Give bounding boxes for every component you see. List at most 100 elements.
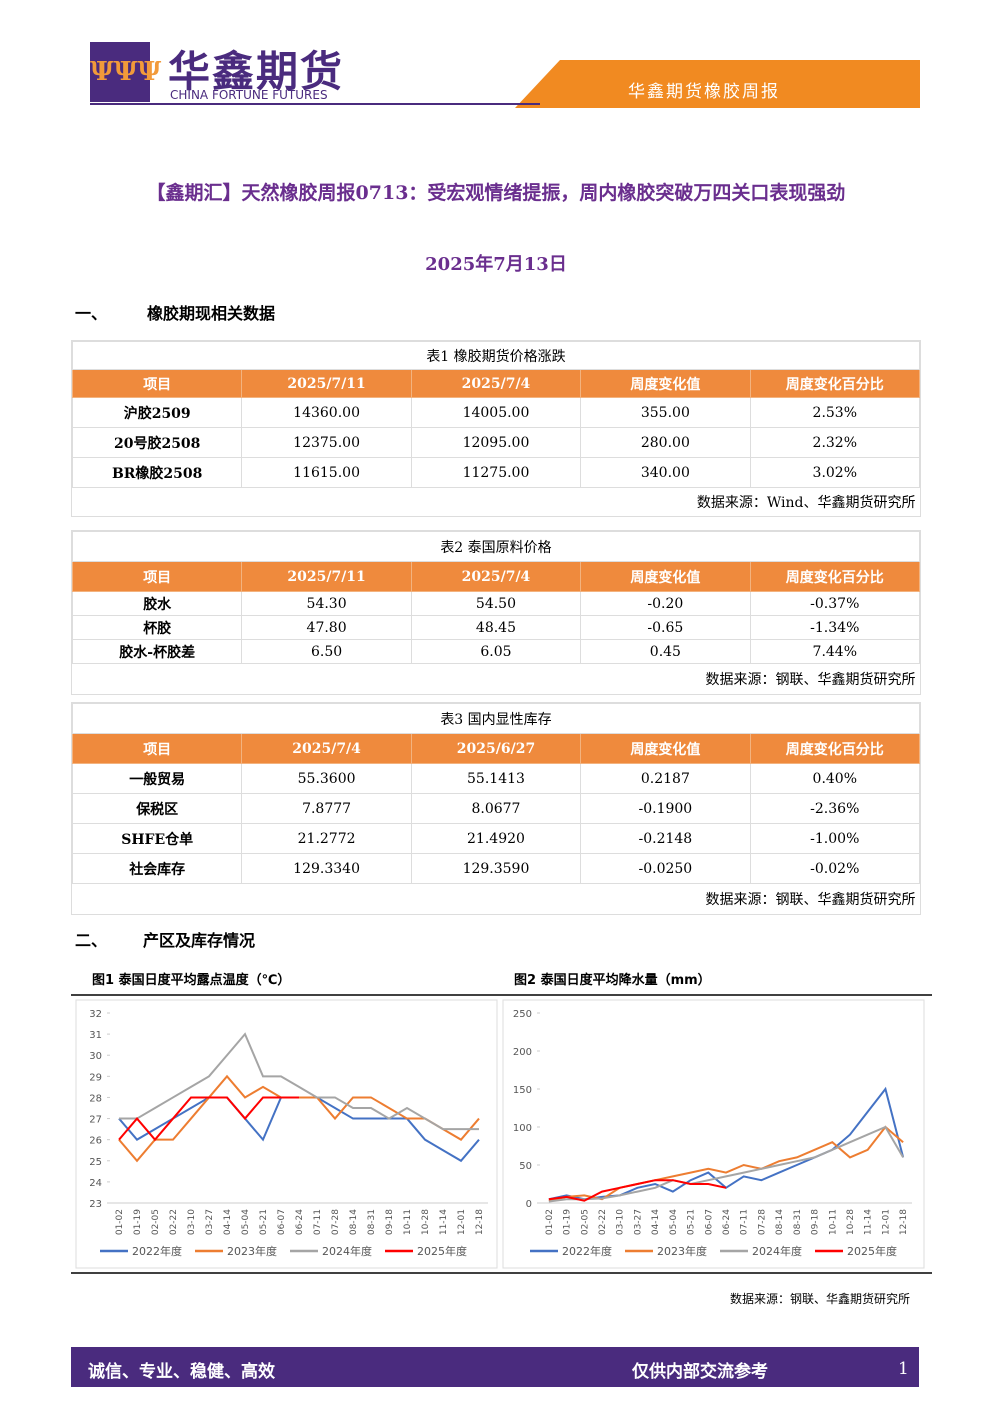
row: 杯胶 47.80 48.45 -0.65 -1.34% <box>71 615 921 640</box>
y-tick-label: 200 <box>513 1047 532 1058</box>
table-block: 表1 橡胶期货价格涨跌 项目 2025/7/11 2025/7/4 周度变化值 周度变化百… <box>71 340 921 517</box>
cell: 55.3600 <box>241 763 412 794</box>
x-tick-label: 03-10 <box>187 1209 197 1235</box>
x-tick-label: 01-02 <box>545 1209 555 1235</box>
cell: 54.50 <box>410 591 582 616</box>
footer-notice: 仅供内部交流参考 <box>632 1362 768 1382</box>
chart-title: 图2 泰国日度平均降水量（mm） <box>514 972 711 988</box>
section: 一、 橡胶期现相关数据 <box>75 300 275 324</box>
row: 社会库存 129.3340 129.3590 -0.0250 -0.02% <box>71 853 921 884</box>
logo-en: CHINA FORTUNE FUTURES <box>170 88 328 102</box>
y-tick-label: 250 <box>513 1009 532 1020</box>
row: SHFE仓单 21.2772 21.4920 -0.2148 -1.00% <box>71 823 921 854</box>
column-header: 周度变化百分比 <box>749 733 921 764</box>
column-header: 周度变化值 <box>580 733 751 764</box>
cell: -0.02% <box>749 853 921 884</box>
cell: 129.3590 <box>410 853 582 884</box>
header-shapes <box>90 60 920 108</box>
cell: BR橡胶2508 <box>71 457 243 488</box>
column-header: 周度变化百分比 <box>749 561 921 592</box>
cell: 48.45 <box>410 615 582 640</box>
cell: 12375.00 <box>241 427 412 458</box>
legend-label: 2024年度 <box>322 1244 372 1258</box>
chart-title: 图1 泰国日度平均露点温度（℃） <box>92 972 290 988</box>
x-tick-label: 01-19 <box>563 1209 573 1235</box>
table-caption: 表2 泰国原料价格 <box>72 531 920 562</box>
cell: 21.2772 <box>241 823 412 854</box>
cell: 一般贸易 <box>71 763 243 794</box>
cell: 7.44% <box>749 639 921 664</box>
column-header: 2025/7/11 <box>241 369 412 398</box>
x-tick-label: 11-14 <box>439 1209 449 1235</box>
legend-label: 2023年度 <box>227 1244 277 1258</box>
legend-label: 2022年度 <box>132 1244 182 1258</box>
column-header: 项目 <box>71 561 243 592</box>
logo-icon: ΨΨΨ <box>90 42 161 102</box>
caption-row: 表3 国内显性库存 <box>72 703 920 734</box>
y-tick-label: 28 <box>89 1093 102 1104</box>
x-tick-label: 04-14 <box>223 1209 233 1235</box>
cell: 3.02% <box>749 457 921 488</box>
series-line <box>118 1096 480 1163</box>
cell: 12095.00 <box>410 427 582 458</box>
cell: 14360.00 <box>241 397 412 428</box>
x-tick-label: 06-07 <box>704 1209 714 1235</box>
y-tick-label: 24 <box>89 1178 102 1189</box>
row: 保税区 7.8777 8.0677 -0.1900 -2.36% <box>71 793 921 824</box>
legend-label: 2023年度 <box>657 1244 707 1258</box>
x-tick-label: 10-11 <box>403 1209 413 1235</box>
cell: 7.8777 <box>241 793 412 824</box>
source-row: 数据来源：钢联、华鑫期货研究所 <box>73 884 920 914</box>
source-row: 数据来源：钢联、华鑫期货研究所 <box>73 664 920 694</box>
cell: 20号胶2508 <box>71 427 243 458</box>
table-source: 数据来源：钢联、华鑫期货研究所 <box>705 671 916 688</box>
column-header: 2025/7/4 <box>241 733 412 764</box>
column-header: 周度变化值 <box>580 369 751 398</box>
y-tick-label: 27 <box>89 1115 102 1126</box>
column-header: 周度变化百分比 <box>749 369 921 398</box>
column-header: 项目 <box>71 369 243 398</box>
y-tick-label: 23 <box>89 1199 102 1210</box>
table: 表1 橡胶期货价格涨跌 项目 2025/7/11 2025/7/4 周度变化值 周度变化百… <box>71 341 921 516</box>
caption-row: 表1 橡胶期货价格涨跌 <box>72 341 920 370</box>
cell: -0.0250 <box>580 853 751 884</box>
footer-slogan: 诚信、专业、稳健、高效 <box>88 1362 275 1382</box>
x-tick-label: 03-27 <box>633 1209 643 1235</box>
x-tick-label: 04-14 <box>651 1209 661 1235</box>
table-block: 表2 泰国原料价格 项目 2025/7/11 2025/7/4 周度变化值 周度变化百分比… <box>71 530 921 695</box>
cell: 55.1413 <box>410 763 582 794</box>
cell: 2.32% <box>749 427 921 458</box>
x-tick-label: 07-28 <box>331 1209 341 1235</box>
logo-cn: 华鑫期货 <box>168 47 345 96</box>
cell: 0.45 <box>580 639 751 664</box>
x-tick-label: 05-04 <box>241 1209 251 1235</box>
x-tick-label: 02-22 <box>598 1209 608 1235</box>
cell: -1.34% <box>749 615 921 640</box>
x-tick-label: 10-28 <box>421 1209 431 1235</box>
cell: 6.50 <box>241 639 412 664</box>
legend-label: 2025年度 <box>417 1244 467 1258</box>
x-tick-label: 07-11 <box>313 1209 323 1235</box>
legend-label: 2025年度 <box>847 1244 897 1258</box>
cell: 胶水-杯胶差 <box>71 639 243 664</box>
charts: 图1 泰国日度平均露点温度（℃） 23 24 25 26 27 28 29 30 31 32 01-0… <box>71 972 932 1274</box>
series-line <box>548 1125 904 1202</box>
section-number: 一、 <box>75 304 108 323</box>
column-header: 2025/7/4 <box>410 369 582 398</box>
row: 胶水 54.30 54.50 -0.20 -0.37% <box>71 591 921 616</box>
x-tick-label: 12-01 <box>457 1209 467 1235</box>
cell: 0.2187 <box>580 763 751 794</box>
table-block: 表3 国内显性库存 项目 2025/7/4 2025/6/27 周度变化值 周度变化百分比… <box>71 702 921 915</box>
section-heading: 橡胶期现相关数据 <box>147 304 276 323</box>
cell: 11615.00 <box>241 457 412 488</box>
cell: 14005.00 <box>410 397 582 428</box>
cell: 沪胶2509 <box>71 397 243 428</box>
cell: 0.40% <box>749 763 921 794</box>
series-line <box>548 1125 905 1203</box>
x-tick-label: 07-11 <box>740 1209 750 1235</box>
report-name: 华鑫期货橡胶周报 <box>628 82 780 102</box>
section-number: 二、 <box>75 931 108 950</box>
legend-label: 2024年度 <box>752 1244 802 1258</box>
x-tick-label: 06-24 <box>295 1209 305 1235</box>
cell: 280.00 <box>580 427 751 458</box>
